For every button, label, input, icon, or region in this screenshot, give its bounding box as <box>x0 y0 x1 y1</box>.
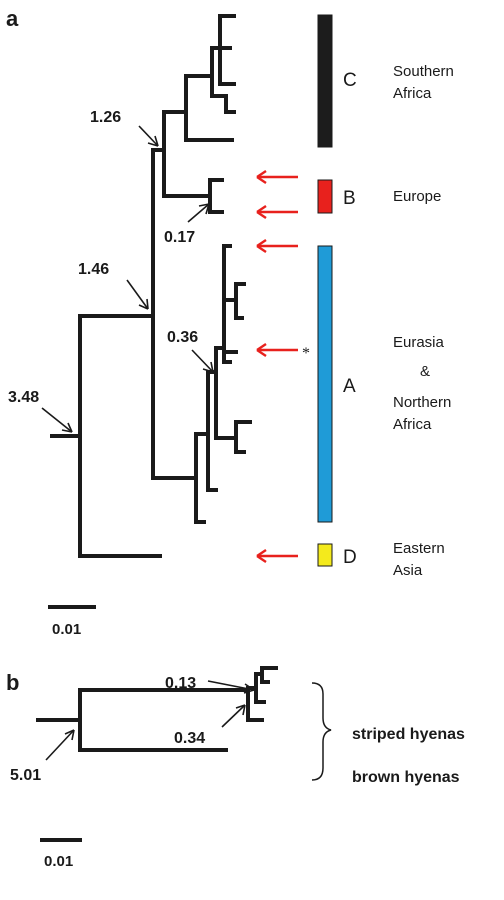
striped-hyenas-label: striped hyenas <box>352 726 465 743</box>
b-node-arrow-501 <box>45 729 75 761</box>
clade-b-bar <box>317 179 333 214</box>
node-label-017: 0.17 <box>164 229 195 246</box>
striped-brace <box>311 682 332 781</box>
panel-b-tree <box>36 666 278 752</box>
red-arrow-4 <box>256 343 298 357</box>
b-node-label-034: 0.34 <box>174 730 205 747</box>
clade-c-letter: C <box>343 70 357 91</box>
node-arrow-146 <box>126 279 149 310</box>
region-a-line3: Northern <box>393 394 451 411</box>
region-b-line1: Europe <box>393 188 441 205</box>
region-c-line2: Africa <box>393 85 432 102</box>
clade-a-letter: A <box>343 376 356 397</box>
brown-hyenas-label: brown hyenas <box>352 769 460 786</box>
panel-b-label: b <box>6 670 19 695</box>
node-label-126: 1.26 <box>90 109 121 126</box>
clade-b-letter: B <box>343 188 356 209</box>
red-arrow-5 <box>256 549 298 563</box>
b-node-label-501: 5.01 <box>10 767 41 784</box>
node-arrow-348 <box>41 407 73 433</box>
panel-a-tree <box>50 14 252 558</box>
panel-b: b 0.13 0.34 5.01 <box>6 666 465 870</box>
clade-a-bar <box>317 245 333 523</box>
region-a-line2: & <box>420 363 430 380</box>
node-arrow-017 <box>187 203 210 223</box>
b-node-arrow-034 <box>221 704 246 728</box>
b-node-label-013: 0.13 <box>165 675 196 692</box>
region-a-line4: Africa <box>393 416 432 433</box>
red-arrow-2 <box>256 205 298 219</box>
panel-b-scale-label: 0.01 <box>44 853 73 870</box>
node-label-146: 1.46 <box>78 261 109 278</box>
node-label-036: 0.36 <box>167 329 198 346</box>
region-c-line1: Southern <box>393 63 454 80</box>
clade-d-letter: D <box>343 547 357 568</box>
node-label-348: 3.48 <box>8 389 39 406</box>
panel-a: a <box>6 6 454 638</box>
panel-a-label: a <box>6 6 19 31</box>
panel-a-scale-label: 0.01 <box>52 621 81 638</box>
clade-c-bar <box>317 14 333 148</box>
region-d-line1: Eastern <box>393 540 445 557</box>
asterisk-marker: * <box>302 345 310 362</box>
red-arrow-1 <box>256 170 298 184</box>
node-arrow-126 <box>138 125 159 147</box>
region-a-line1: Eurasia <box>393 334 445 351</box>
clade-d-bar <box>317 543 333 567</box>
red-arrow-3 <box>256 239 298 253</box>
b-node-arrow-013 <box>207 680 255 694</box>
node-arrow-036 <box>191 349 214 373</box>
region-d-line2: Asia <box>393 562 423 579</box>
